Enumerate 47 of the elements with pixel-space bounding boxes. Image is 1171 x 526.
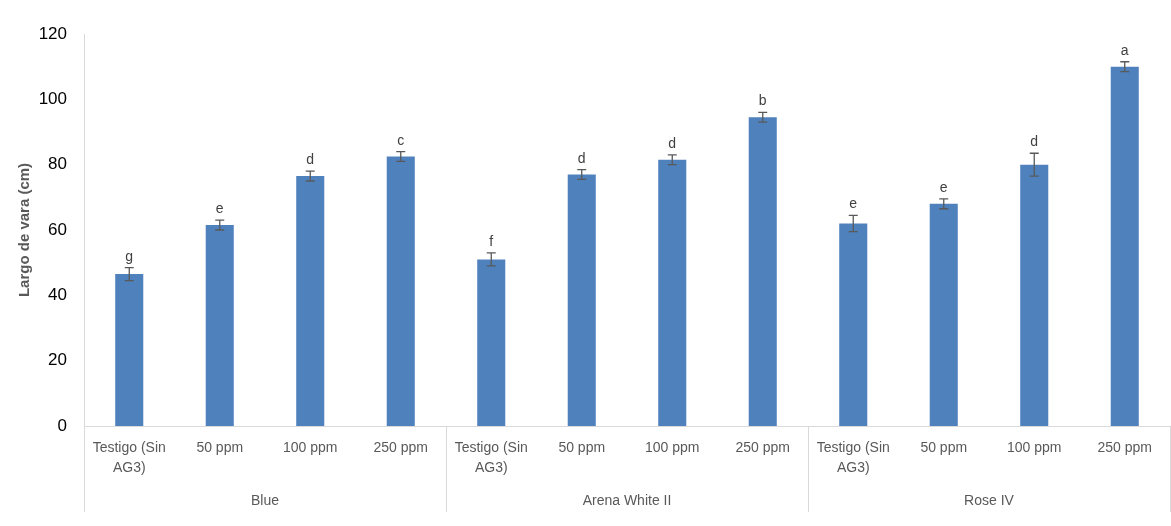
text: 50 ppm (920, 438, 968, 455)
x-tick-label: Blue (250, 492, 280, 509)
data-label: g (125, 247, 134, 264)
data-label: d (1030, 133, 1039, 150)
bar (929, 203, 958, 426)
text: 100 ppm (645, 438, 700, 455)
y-tick-label: 100 (38, 89, 67, 109)
text: 100 ppm (1007, 438, 1062, 455)
bar (567, 174, 596, 426)
x-tick-label: Arena White II (582, 492, 672, 509)
data-label: d (577, 149, 586, 166)
bar (205, 225, 234, 426)
text: Testigo (Sin AG3) (454, 438, 528, 475)
series-label: 100 ppm (283, 438, 338, 455)
data-label: b (758, 92, 767, 109)
data-label: c (397, 131, 405, 148)
text: 50 ppm (558, 438, 606, 455)
x-tick-label: Rose IV (964, 492, 1015, 509)
bar (1110, 66, 1139, 426)
bar (477, 259, 506, 426)
y-tick-label: 0 (57, 415, 67, 435)
text: 250 ppm (735, 438, 790, 455)
data-label: f (489, 232, 494, 249)
y-tick-label: 20 (48, 350, 67, 370)
bar (296, 176, 325, 426)
bar (115, 274, 144, 426)
data-label: d (668, 134, 677, 151)
bar (658, 159, 687, 426)
text: 250 ppm (1097, 438, 1152, 455)
y-tick-label: 80 (48, 154, 67, 174)
text: Testigo (Sin AG3) (816, 438, 890, 475)
bar (839, 223, 868, 426)
data-label: e (215, 200, 224, 217)
y-tick-label: 40 (48, 285, 67, 305)
series-label: 250 ppm (373, 438, 428, 455)
data-label: d (306, 151, 315, 168)
series-label: 50 ppm (196, 438, 244, 455)
bar (386, 156, 415, 426)
data-label: e (849, 195, 858, 212)
y-tick-label: 60 (48, 219, 67, 239)
data-label: a (1120, 41, 1129, 58)
bar (1020, 164, 1049, 426)
y-axis-title: Largo de vara (cm) (15, 162, 33, 298)
y-tick-label: 120 (38, 23, 67, 43)
bar (748, 117, 777, 426)
series-label: Testigo (Sin AG3) (92, 438, 166, 475)
data-label: e (939, 178, 948, 195)
